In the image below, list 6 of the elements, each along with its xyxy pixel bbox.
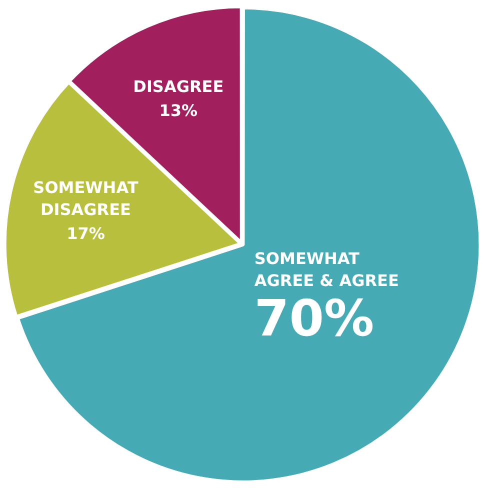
data-label: 17%	[66, 224, 105, 244]
slice-label: SOMEWHAT AGREE & AGREE	[254, 248, 399, 290]
slice-label: SOMEWHAT DISAGREE	[33, 178, 138, 220]
slice-label: DISAGREE	[133, 77, 224, 96]
data-label: 13%	[159, 101, 198, 120]
data-label: 70%	[254, 290, 374, 348]
